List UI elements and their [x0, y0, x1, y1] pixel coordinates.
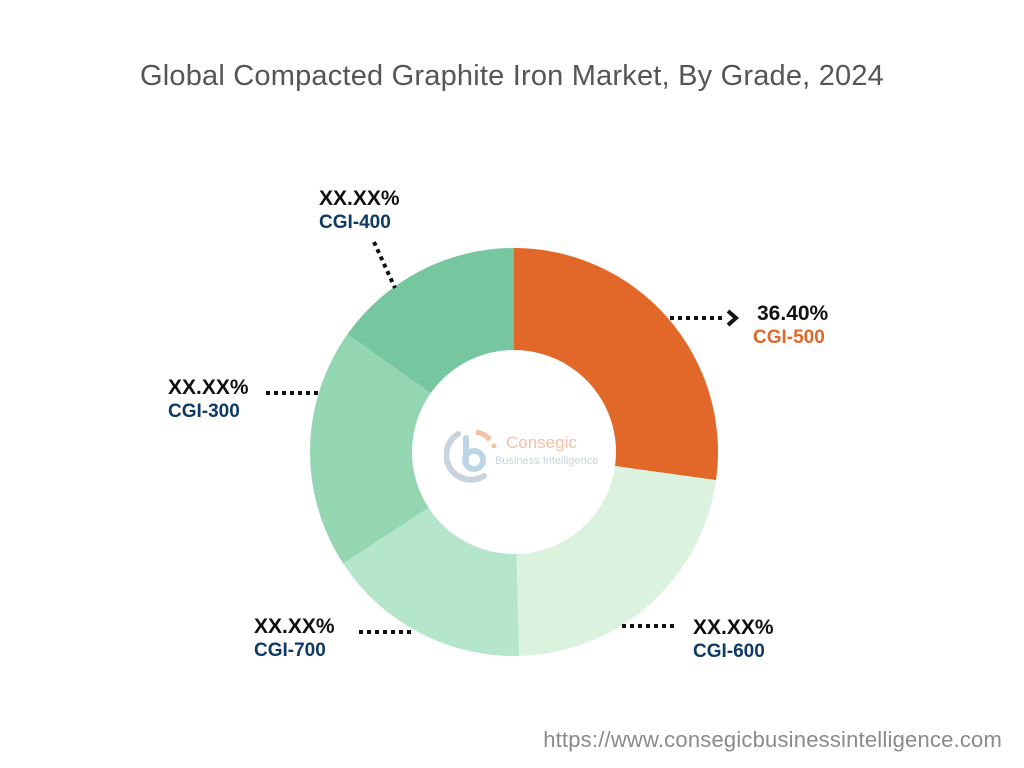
label-cgi-400-name: CGI-400 — [319, 212, 391, 233]
leader-line-cgi-400 — [372, 241, 397, 289]
donut-slice-cgi-600 — [516, 466, 717, 656]
donut-slice-cgi-400 — [347, 248, 514, 394]
consegic-logo-icon — [444, 429, 497, 483]
label-cgi-300: XX.XX% CGI-300 — [168, 377, 249, 421]
chart-title: Global Compacted Graphite Iron Market, B… — [139, 60, 885, 92]
label-cgi-400-value: XX.XX% — [319, 187, 400, 210]
label-cgi-700: XX.XX% CGI-700 — [254, 616, 335, 660]
donut-slice-cgi-300 — [310, 334, 431, 564]
logo-brand-text: Consegic — [506, 433, 577, 452]
logo-tagline-text: Business Intelligence — [495, 455, 599, 467]
leader-line-cgi-300 — [266, 391, 320, 395]
label-cgi-600: XX.XX% CGI-600 — [693, 617, 774, 661]
source-url: https://www.consegicbusinessintelligence… — [543, 727, 1002, 752]
donut-slice-cgi-500 — [514, 248, 718, 481]
label-cgi-300-name: CGI-300 — [168, 401, 240, 422]
label-cgi-500-value: 36.40% — [757, 302, 829, 325]
label-cgi-500-name: CGI-500 — [753, 327, 825, 348]
label-cgi-700-value: XX.XX% — [254, 615, 335, 638]
leader-line-cgi-700 — [359, 630, 413, 634]
label-cgi-600-name: CGI-600 — [693, 641, 765, 662]
label-cgi-300-value: XX.XX% — [168, 376, 249, 399]
label-cgi-400: XX.XX% CGI-400 — [319, 188, 400, 232]
leader-line-cgi-600 — [622, 624, 676, 628]
donut-slice-cgi-700 — [343, 507, 520, 656]
label-cgi-600-value: XX.XX% — [693, 616, 774, 639]
label-cgi-500: 36.40% CGI-500 — [753, 302, 829, 347]
arrow-leader-cgi-500 — [670, 309, 740, 327]
label-cgi-700-name: CGI-700 — [254, 640, 326, 661]
